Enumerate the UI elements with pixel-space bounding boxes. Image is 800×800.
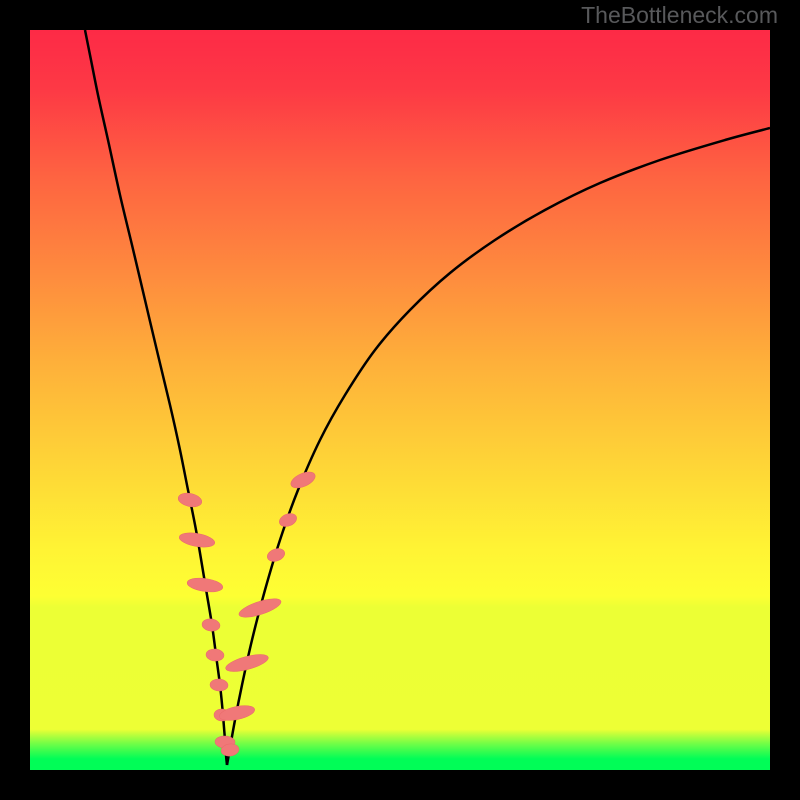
watermark-text: TheBottleneck.com (581, 2, 778, 29)
plot-background (30, 30, 770, 770)
chart-container: TheBottleneck.com (0, 0, 800, 800)
